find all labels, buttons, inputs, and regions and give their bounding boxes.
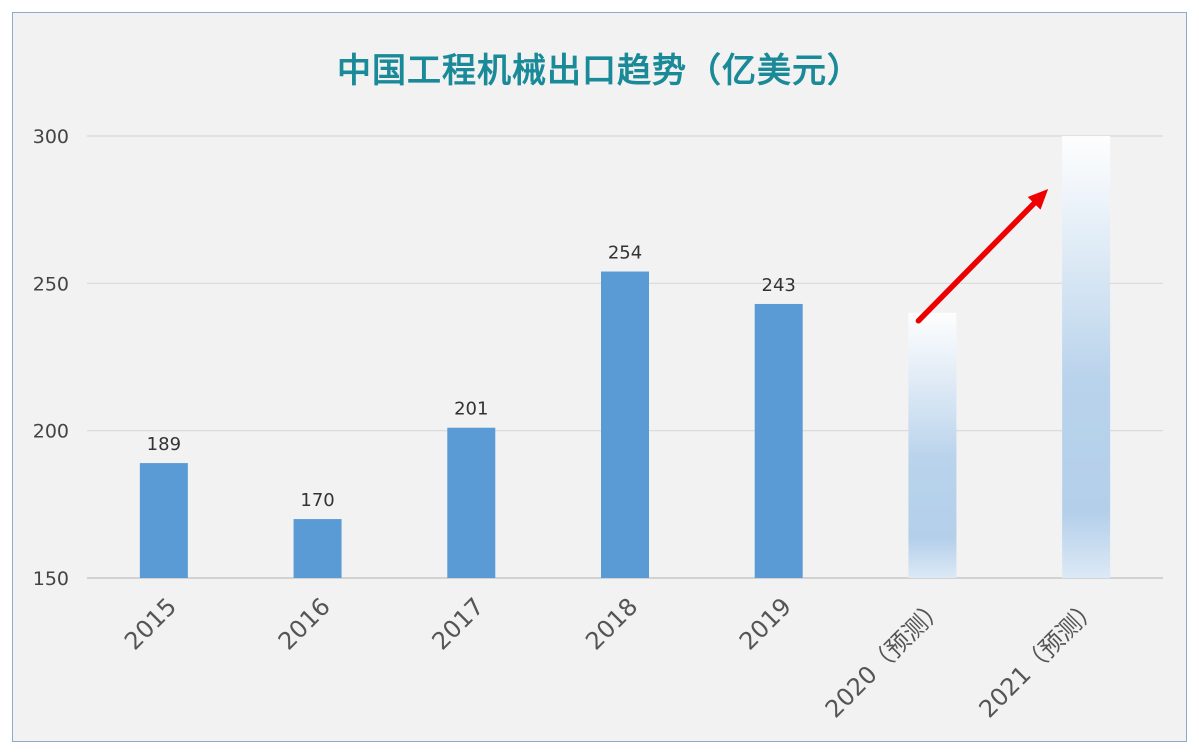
y-tick-label: 250 [33,273,69,295]
trend-arrow-head [1027,189,1049,210]
x-tick-label: 2016 [273,592,336,655]
chart-frame: 中国工程机械出口趋势（亿美元） 150 200 250 300 189 2015 170 20… [12,12,1187,742]
bar [293,519,342,578]
x-tick-label: 2021（预测） [974,592,1105,723]
data-label: 189 [147,434,181,455]
bar-chart: 150 200 250 300 189 2015 170 2016 201 2017 254 2018… [33,126,1163,723]
chart-title: 中国工程机械出口趋势（亿美元） [337,51,862,91]
bar [139,463,188,578]
data-label: 170 [300,490,334,511]
data-label: 243 [762,275,796,296]
data-label: 254 [608,243,642,264]
x-tick-label: 2017 [427,592,490,655]
y-tick-label: 200 [33,421,69,443]
x-tick-label: 2019 [734,592,797,655]
trend-arrow-shaft [915,200,1037,324]
forecast-bar [908,312,957,578]
forecast-bar [1062,136,1111,578]
bar [447,427,496,578]
x-tick-label: 2015 [119,592,182,655]
bar [601,271,649,578]
x-tick-label: 2020（预测） [820,592,951,723]
bars [139,136,1111,578]
x-tick-label: 2018 [580,592,643,655]
data-label: 201 [454,399,488,420]
y-tick-label: 150 [33,568,69,590]
annotations [915,189,1049,324]
bar [754,303,803,578]
y-tick-label: 300 [33,126,69,148]
